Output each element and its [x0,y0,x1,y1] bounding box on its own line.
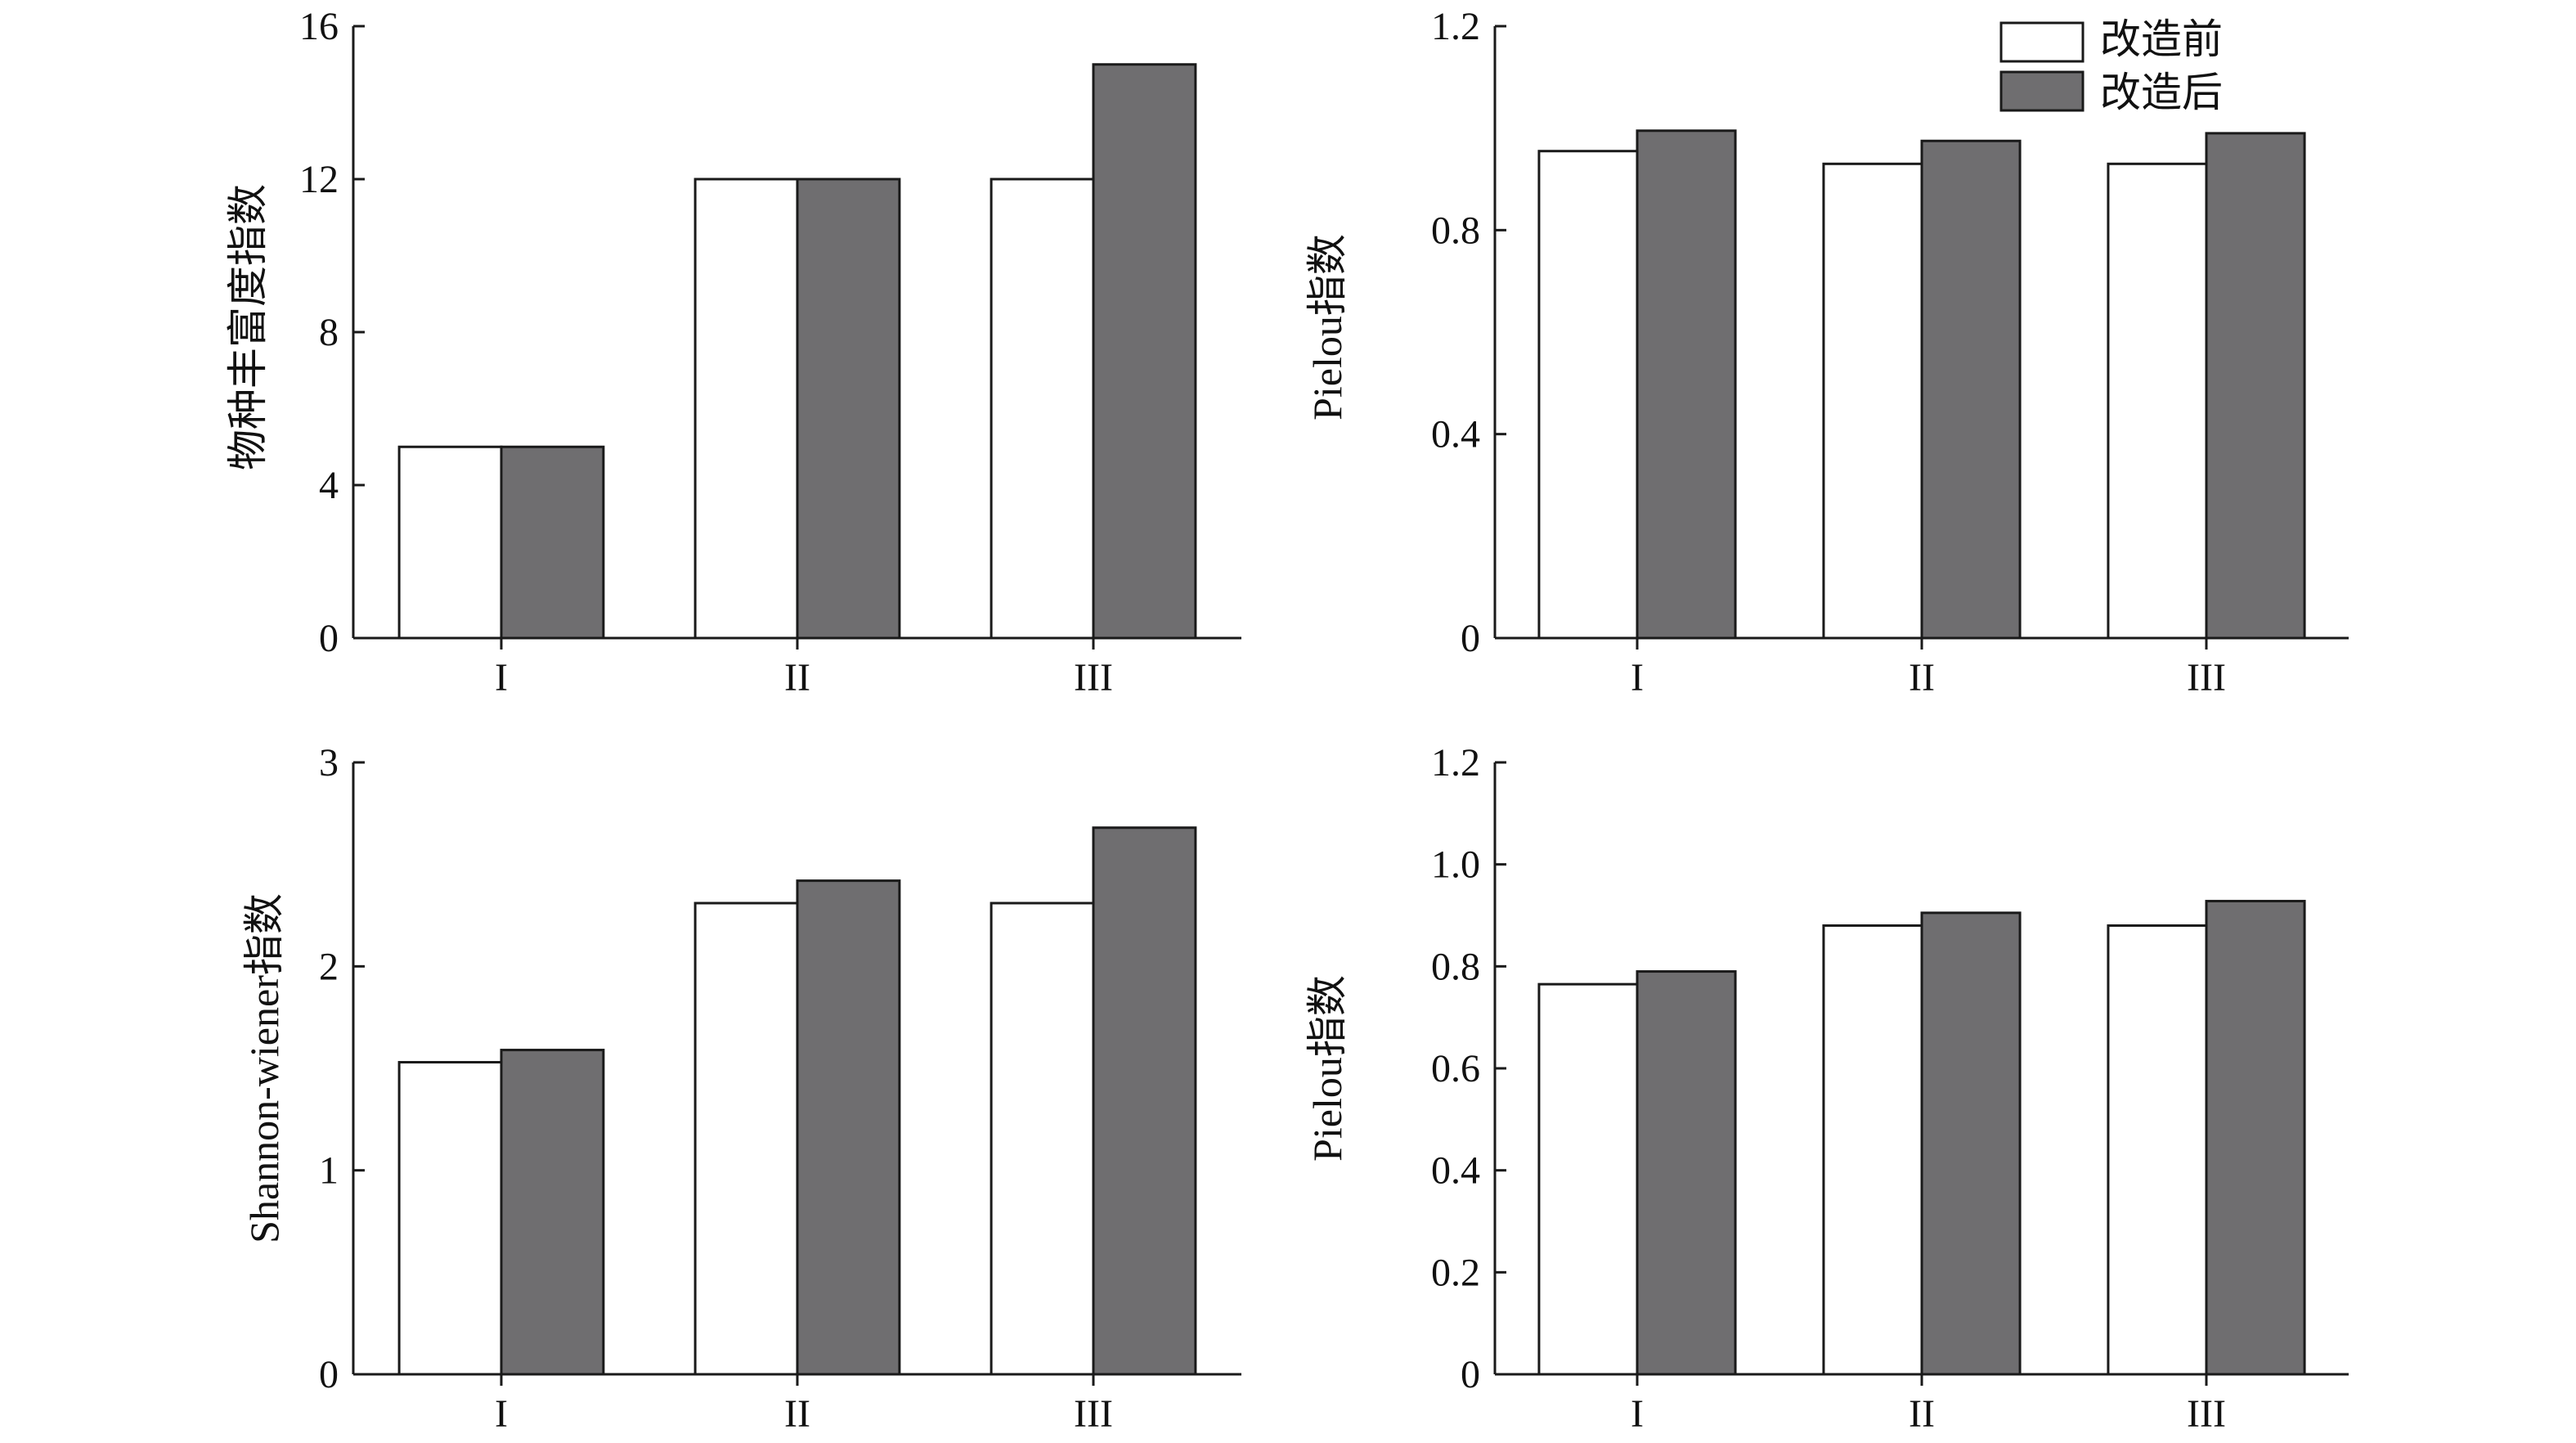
y-tick-label-tl: 4 [319,464,339,507]
bar-br-III-after [2205,900,2306,1376]
y-tick-label-tr: 0 [1461,617,1480,660]
y-tick-label-br: 0.4 [1431,1149,1480,1193]
y-tick-label-tl: 16 [299,5,339,48]
legend-label-after: 改造后 [2100,70,2223,115]
bar-br-I-before [1537,982,1639,1376]
y-tick-label-br: 1.2 [1431,741,1480,784]
x-tick-label-bl: III [1074,1392,1113,1436]
bar-tr-III-before [2107,162,2208,640]
bar-tr-I-before [1537,150,1639,640]
y-tick-label-br: 0 [1461,1353,1480,1396]
bar-bl-I-after [500,1049,605,1376]
y-tick-label-br: 0.2 [1431,1251,1480,1294]
bar-bl-I-before [397,1061,503,1376]
x-tick-label-br: I [1631,1392,1644,1436]
y-axis-title-br: Pielou指数 [1304,975,1350,1162]
bar-tl-III-after [1092,63,1197,640]
y-tick-label-bl: 0 [319,1353,339,1396]
bar-tr-II-after [1920,139,2022,640]
bar-tr-I-after [1636,129,1737,640]
y-tick-label-tl: 0 [319,617,339,660]
bar-bl-II-before [693,901,799,1376]
x-tick-label-bl: I [495,1392,508,1436]
bar-bl-III-before [990,901,1095,1376]
x-tick-label-tl: I [495,656,508,699]
x-tick-label-tl: III [1074,656,1113,699]
y-tick-label-br: 0.6 [1431,1047,1480,1090]
bar-tl-III-before [990,178,1095,640]
x-tick-label-tr: III [2187,656,2226,699]
x-tick-label-bl: II [784,1392,810,1436]
bar-br-II-after [1920,911,2022,1376]
bar-tr-II-before [1822,162,1923,640]
bar-tl-II-after [796,178,901,640]
legend-swatch-after [1999,70,2085,112]
y-tick-label-tr: 0.8 [1431,209,1480,252]
y-tick-label-tr: 1.2 [1431,5,1480,48]
bar-bl-III-after [1092,826,1197,1376]
y-tick-label-tr: 0.4 [1431,413,1480,456]
bar-tl-I-before [397,445,503,640]
bar-bl-II-after [796,879,901,1376]
x-tick-label-tl: II [784,656,810,699]
y-tick-label-tl: 12 [299,158,339,201]
y-axis-title-tr: Pielou指数 [1304,234,1350,420]
y-tick-label-tl: 8 [319,311,339,354]
y-axis-title-tl: 物种丰富度指数 [225,184,271,470]
x-tick-label-br: II [1909,1392,1935,1436]
bar-tl-II-before [693,178,799,640]
y-tick-label-br: 1.0 [1431,843,1480,887]
bar-tr-III-after [2205,132,2306,640]
bar-br-I-after [1636,970,1737,1376]
x-tick-label-tr: I [1631,656,1644,699]
x-tick-label-tr: II [1909,656,1935,699]
y-tick-label-bl: 2 [319,945,339,988]
bar-tl-I-after [500,445,605,640]
legend: 改造前 改造后 [1999,16,2223,115]
legend-label-before: 改造前 [2100,16,2223,62]
y-tick-label-br: 0.8 [1431,945,1480,988]
legend-swatch-before [1999,21,2085,63]
x-tick-label-br: III [2187,1392,2226,1436]
bar-br-II-before [1822,924,1923,1376]
y-axis-title-bl: Shannon-wiener指数 [241,893,287,1243]
y-tick-label-bl: 1 [319,1149,339,1193]
bar-br-III-before [2107,924,2208,1376]
y-tick-label-bl: 3 [319,741,339,784]
